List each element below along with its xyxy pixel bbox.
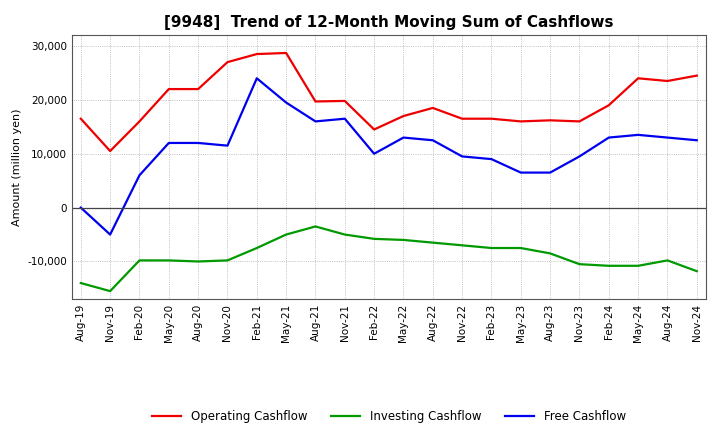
Investing Cashflow [370, 236, 379, 242]
Investing Cashflow [194, 259, 202, 264]
Free Cashflow [546, 170, 554, 175]
Operating Cashflow [341, 98, 349, 103]
Free Cashflow [575, 154, 584, 159]
Investing Cashflow [487, 246, 496, 251]
Investing Cashflow [399, 237, 408, 242]
Investing Cashflow [516, 246, 525, 251]
Operating Cashflow [370, 127, 379, 132]
Investing Cashflow [341, 232, 349, 237]
Operating Cashflow [546, 117, 554, 123]
Free Cashflow [341, 116, 349, 121]
Free Cashflow [223, 143, 232, 148]
Investing Cashflow [106, 289, 114, 294]
Free Cashflow [487, 157, 496, 162]
Free Cashflow [253, 76, 261, 81]
Free Cashflow [428, 138, 437, 143]
Free Cashflow [135, 172, 144, 178]
Investing Cashflow [546, 251, 554, 256]
Investing Cashflow [693, 268, 701, 274]
Free Cashflow [399, 135, 408, 140]
Free Cashflow [76, 205, 85, 210]
Investing Cashflow [135, 258, 144, 263]
Y-axis label: Amount (million yen): Amount (million yen) [12, 108, 22, 226]
Investing Cashflow [164, 258, 173, 263]
Investing Cashflow [76, 280, 85, 286]
Investing Cashflow [605, 263, 613, 268]
Free Cashflow [370, 151, 379, 156]
Investing Cashflow [311, 224, 320, 229]
Operating Cashflow [135, 119, 144, 124]
Operating Cashflow [575, 119, 584, 124]
Investing Cashflow [634, 263, 642, 268]
Operating Cashflow [164, 86, 173, 92]
Investing Cashflow [428, 240, 437, 245]
Free Cashflow [458, 154, 467, 159]
Operating Cashflow [194, 86, 202, 92]
Operating Cashflow [282, 50, 290, 55]
Operating Cashflow [76, 116, 85, 121]
Legend: Operating Cashflow, Investing Cashflow, Free Cashflow: Operating Cashflow, Investing Cashflow, … [147, 405, 631, 428]
Investing Cashflow [575, 261, 584, 267]
Investing Cashflow [282, 232, 290, 237]
Investing Cashflow [458, 243, 467, 248]
Operating Cashflow [605, 103, 613, 108]
Free Cashflow [634, 132, 642, 138]
Free Cashflow [282, 100, 290, 105]
Operating Cashflow [428, 105, 437, 110]
Line: Operating Cashflow: Operating Cashflow [81, 53, 697, 151]
Operating Cashflow [253, 51, 261, 57]
Operating Cashflow [106, 148, 114, 154]
Free Cashflow [106, 232, 114, 237]
Free Cashflow [605, 135, 613, 140]
Operating Cashflow [399, 114, 408, 119]
Investing Cashflow [663, 258, 672, 263]
Operating Cashflow [693, 73, 701, 78]
Free Cashflow [516, 170, 525, 175]
Free Cashflow [693, 138, 701, 143]
Operating Cashflow [634, 76, 642, 81]
Free Cashflow [194, 140, 202, 146]
Operating Cashflow [487, 116, 496, 121]
Investing Cashflow [253, 246, 261, 251]
Free Cashflow [663, 135, 672, 140]
Free Cashflow [164, 140, 173, 146]
Operating Cashflow [516, 119, 525, 124]
Line: Investing Cashflow: Investing Cashflow [81, 227, 697, 291]
Operating Cashflow [458, 116, 467, 121]
Free Cashflow [311, 119, 320, 124]
Operating Cashflow [311, 99, 320, 104]
Line: Free Cashflow: Free Cashflow [81, 78, 697, 235]
Operating Cashflow [663, 78, 672, 84]
Investing Cashflow [223, 258, 232, 263]
Operating Cashflow [223, 59, 232, 65]
Title: [9948]  Trend of 12-Month Moving Sum of Cashflows: [9948] Trend of 12-Month Moving Sum of C… [164, 15, 613, 30]
